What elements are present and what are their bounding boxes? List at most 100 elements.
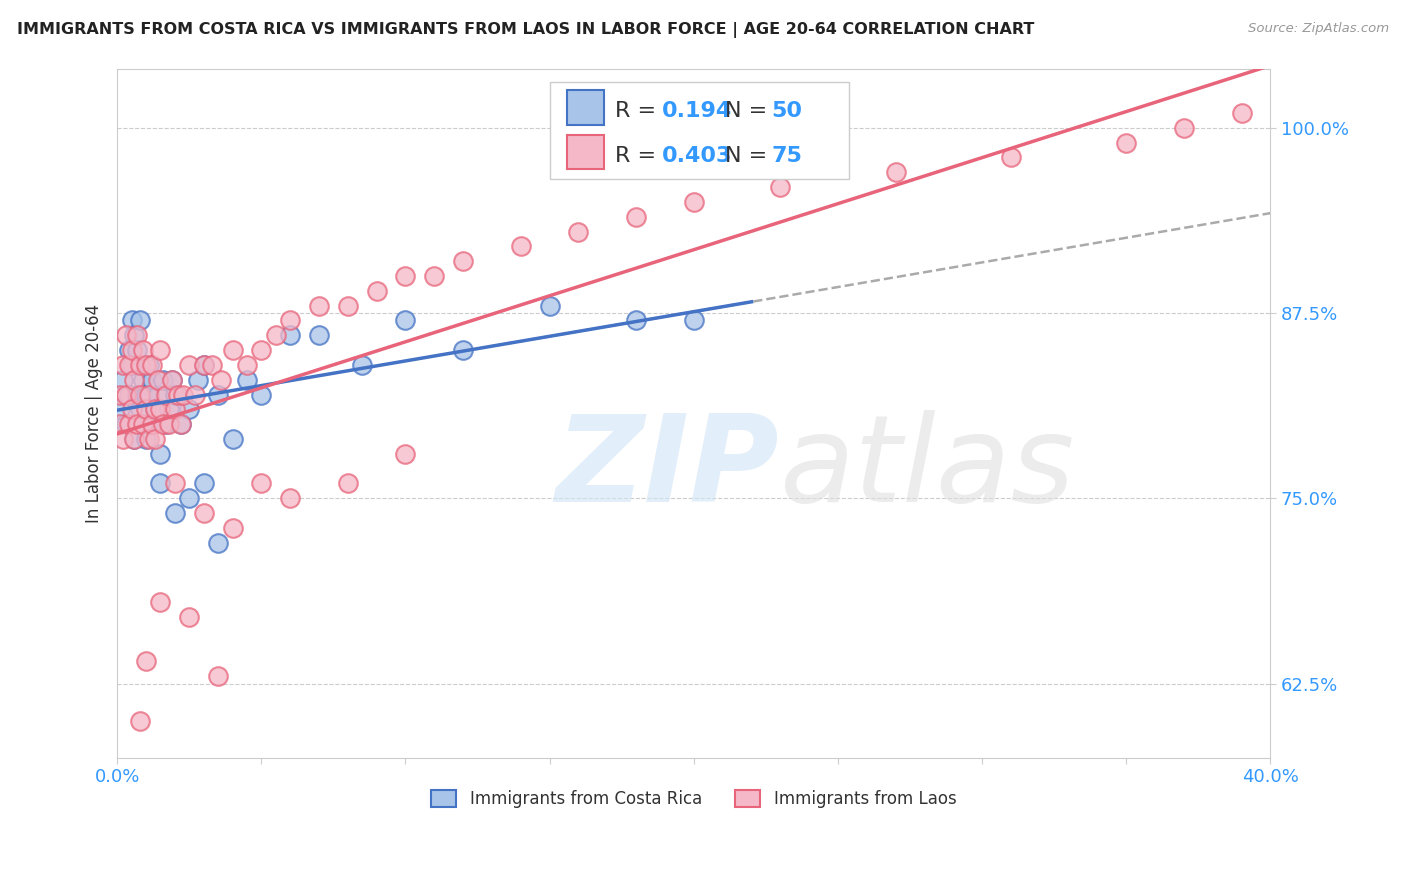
- Point: [127, 328, 149, 343]
- Point: [509, 239, 531, 253]
- Point: [451, 254, 474, 268]
- Point: [108, 402, 131, 417]
- Point: [141, 417, 163, 432]
- Point: [141, 358, 163, 372]
- Point: [193, 476, 215, 491]
- Point: [127, 417, 149, 432]
- Point: [118, 387, 141, 401]
- Point: [127, 387, 149, 401]
- FancyBboxPatch shape: [550, 82, 849, 178]
- Point: [1230, 106, 1253, 120]
- Point: [179, 610, 201, 624]
- Point: [236, 358, 259, 372]
- Point: [157, 402, 180, 417]
- Point: [146, 373, 169, 387]
- Point: [394, 268, 416, 283]
- Point: [124, 432, 146, 446]
- Point: [143, 402, 166, 417]
- Point: [193, 358, 215, 372]
- Point: [155, 387, 177, 401]
- Text: 50: 50: [770, 101, 801, 120]
- Point: [884, 165, 907, 179]
- Point: [132, 417, 155, 432]
- Point: [132, 373, 155, 387]
- Point: [278, 491, 301, 506]
- Point: [149, 476, 172, 491]
- Point: [111, 358, 134, 372]
- Point: [155, 417, 177, 432]
- Point: [135, 432, 157, 446]
- Point: [108, 417, 131, 432]
- Point: [221, 343, 243, 357]
- Point: [538, 299, 561, 313]
- Point: [250, 476, 273, 491]
- Point: [352, 358, 374, 372]
- Point: [121, 402, 143, 417]
- FancyBboxPatch shape: [567, 90, 603, 125]
- Point: [149, 343, 172, 357]
- Point: [209, 373, 232, 387]
- Point: [187, 373, 209, 387]
- Point: [115, 417, 138, 432]
- Point: [624, 313, 647, 327]
- Point: [146, 387, 169, 401]
- Point: [179, 358, 201, 372]
- Point: [193, 506, 215, 520]
- Point: [129, 714, 152, 728]
- Point: [115, 387, 138, 401]
- Point: [138, 358, 160, 372]
- Point: [179, 402, 201, 417]
- Point: [143, 402, 166, 417]
- Point: [129, 313, 152, 327]
- Text: atlas: atlas: [780, 409, 1076, 526]
- Point: [184, 387, 207, 401]
- Point: [135, 654, 157, 668]
- Point: [201, 358, 224, 372]
- Y-axis label: In Labor Force | Age 20-64: In Labor Force | Age 20-64: [86, 303, 103, 523]
- Point: [118, 343, 141, 357]
- Point: [163, 476, 186, 491]
- Point: [121, 343, 143, 357]
- Point: [160, 373, 183, 387]
- Point: [127, 343, 149, 357]
- Text: R =: R =: [616, 101, 664, 120]
- Point: [179, 491, 201, 506]
- Point: [141, 373, 163, 387]
- Point: [132, 343, 155, 357]
- Text: N =: N =: [725, 101, 775, 120]
- Point: [308, 299, 330, 313]
- Point: [149, 595, 172, 609]
- Text: 0.194: 0.194: [661, 101, 731, 120]
- Point: [682, 194, 704, 209]
- Text: IMMIGRANTS FROM COSTA RICA VS IMMIGRANTS FROM LAOS IN LABOR FORCE | AGE 20-64 CO: IMMIGRANTS FROM COSTA RICA VS IMMIGRANTS…: [17, 22, 1035, 38]
- Point: [169, 417, 191, 432]
- Point: [682, 313, 704, 327]
- Point: [115, 328, 138, 343]
- Point: [221, 521, 243, 535]
- Text: N =: N =: [725, 145, 775, 166]
- Point: [193, 358, 215, 372]
- Point: [336, 299, 359, 313]
- Point: [394, 313, 416, 327]
- Point: [451, 343, 474, 357]
- Text: 75: 75: [770, 145, 801, 166]
- Point: [264, 328, 287, 343]
- Point: [143, 432, 166, 446]
- Legend: Immigrants from Costa Rica, Immigrants from Laos: Immigrants from Costa Rica, Immigrants f…: [425, 783, 963, 814]
- Point: [250, 387, 273, 401]
- Point: [124, 328, 146, 343]
- Point: [166, 387, 188, 401]
- Point: [163, 387, 186, 401]
- Point: [624, 210, 647, 224]
- Point: [132, 387, 155, 401]
- Point: [149, 447, 172, 461]
- Point: [207, 669, 229, 683]
- Point: [278, 328, 301, 343]
- Point: [108, 387, 131, 401]
- Point: [141, 417, 163, 432]
- Point: [1173, 120, 1195, 135]
- Point: [308, 328, 330, 343]
- Point: [423, 268, 446, 283]
- Point: [129, 358, 152, 372]
- Point: [163, 506, 186, 520]
